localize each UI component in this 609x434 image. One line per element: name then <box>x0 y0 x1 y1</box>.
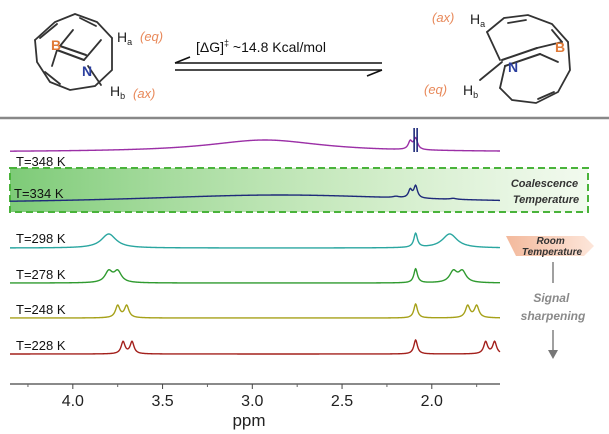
right-hb-eq-tag: (eq) <box>424 82 447 97</box>
spectrum-traces <box>9 128 501 355</box>
left-molecule-structure <box>34 13 113 91</box>
left-nitrogen-label: N <box>82 63 92 79</box>
temperature-labels: T=348 K T=334 K T=298 K T=278 K T=248 K T=228… <box>14 154 66 353</box>
barrier-text: [ΔG]‡ ~14.8 Kcal/mol <box>196 38 326 55</box>
room-temperature-badge <box>506 236 594 256</box>
x-tick-label: 4.0 <box>62 393 84 410</box>
temperature-label-228k: T=228 K <box>16 338 66 353</box>
temperature-label-298k: T=298 K <box>16 231 66 246</box>
left-boron-label: B <box>51 37 61 53</box>
x-axis-label: ppm <box>232 411 265 430</box>
x-tick-label: 2.0 <box>421 393 443 410</box>
left-hb-ax-tag: (ax) <box>133 86 155 101</box>
nmr-spectrum-chart: T=348 K T=334 K T=298 K T=278 K T=248 K T=228… <box>9 128 594 430</box>
right-ha-ax-tag: (ax) <box>432 10 454 25</box>
room-temperature-label: Room Temperature <box>522 236 583 258</box>
x-tick-label: 2.5 <box>331 393 353 410</box>
left-ha-label: Ha <box>117 29 132 47</box>
reaction-scheme: B N Ha (eq) Hb (ax) [ΔG]‡ ~14.8 Kcal/mol <box>34 10 571 104</box>
spectrum-trace-334k <box>9 184 501 202</box>
x-tick-label: 3.5 <box>151 393 173 410</box>
solvent-peak-spike <box>413 128 418 152</box>
spectrum-trace-298k <box>10 232 501 249</box>
spectrum-trace-278k <box>10 267 500 284</box>
right-molecule-structure <box>479 14 571 104</box>
right-nitrogen-label: N <box>508 59 518 75</box>
spectrum-trace-248k <box>10 302 501 319</box>
equilibrium-arrows <box>174 56 383 77</box>
spectrum-trace-228k <box>10 339 501 355</box>
x-tick-label: 3.0 <box>241 393 263 410</box>
sharpening-arrow-head <box>548 350 558 359</box>
left-ha-eq-tag: (eq) <box>140 29 163 44</box>
right-boron-label: B <box>555 39 565 55</box>
sharpening-label: Signal sharpening <box>521 291 586 323</box>
temperature-label-334k: T=334 K <box>14 186 64 201</box>
right-hb-label: Hb <box>463 82 478 100</box>
spectrum-trace-348k <box>9 136 500 152</box>
temperature-label-248k: T=248 K <box>16 302 66 317</box>
right-ha-label: Ha <box>470 11 485 29</box>
x-axis-ticks: 4.0 3.5 3.0 2.5 2.0 <box>27 384 478 410</box>
temperature-label-278k: T=278 K <box>16 267 66 282</box>
left-hb-label: Hb <box>110 83 125 101</box>
temperature-label-348k: T=348 K <box>16 154 66 169</box>
coalescence-label: Coalescence Temperature <box>511 178 581 206</box>
coalescence-highlight-box <box>9 167 589 213</box>
